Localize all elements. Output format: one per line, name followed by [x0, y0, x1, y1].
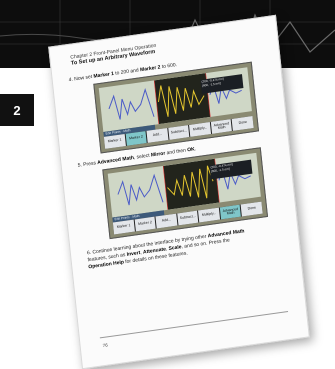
softkey-marker-2: Marker 2	[125, 131, 147, 146]
instrument-screenshot-2: (200, -0.474 mV) (600, -1.5 mV) Edit Poi…	[102, 147, 269, 240]
manual-page: Chapter 2 Front-Panel Menu Operation To …	[48, 14, 310, 369]
softkey-add: Add...	[155, 213, 178, 229]
softkey-multiply: Multiply...	[189, 122, 211, 137]
chapter-tab: 2	[0, 94, 34, 126]
softkey-marker-1: Marker 1	[112, 219, 135, 235]
page-header: Chapter 2 Front-Panel Menu Operation To …	[70, 43, 157, 68]
page-number: 76	[102, 342, 108, 349]
softkey-done: Done	[241, 201, 263, 217]
softkey-multiply: Multiply...	[198, 207, 220, 223]
softkey-add: Add...	[146, 128, 169, 143]
softkey-subtract: Subtract...	[167, 125, 190, 140]
footer-divider	[99, 310, 289, 339]
softkey-subtract: Subtract...	[176, 210, 199, 226]
softkey-marker-2: Marker 2	[134, 216, 156, 232]
instrument-screenshot-1: (200, -0.474 mV) (600, -1.5 mV) Edit Poi…	[93, 61, 260, 154]
softkey-advanced-math: Advanced Math	[219, 204, 242, 220]
waveform-trace	[117, 158, 251, 210]
chapter-tab-label: 2	[13, 102, 21, 118]
softkey-advanced-math: Advanced Math	[210, 119, 233, 134]
softkey-marker-1: Marker 1	[103, 134, 126, 149]
waveform-display: (200, -0.474 mV) (600, -1.5 mV)	[98, 67, 252, 132]
waveform-display: (200, -0.474 mV) (600, -1.5 mV)	[107, 152, 261, 218]
softkey-done: Done	[232, 116, 254, 131]
